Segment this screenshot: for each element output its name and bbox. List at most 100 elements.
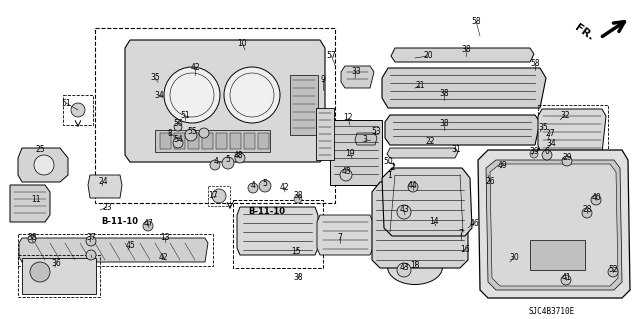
Text: 17: 17 bbox=[208, 191, 218, 201]
Text: 36: 36 bbox=[51, 259, 61, 269]
Text: 43: 43 bbox=[399, 263, 409, 272]
Text: 30: 30 bbox=[509, 253, 519, 262]
Polygon shape bbox=[385, 115, 540, 145]
Circle shape bbox=[248, 183, 258, 193]
Text: 28: 28 bbox=[582, 205, 592, 214]
Circle shape bbox=[86, 250, 96, 260]
Text: 44: 44 bbox=[408, 181, 418, 189]
Circle shape bbox=[294, 195, 302, 203]
Bar bbox=[18, 255, 100, 297]
Circle shape bbox=[608, 267, 618, 277]
Bar bbox=[174, 133, 185, 149]
Text: 50: 50 bbox=[383, 158, 393, 167]
Text: B-11-10: B-11-10 bbox=[248, 207, 285, 217]
Text: 34: 34 bbox=[546, 139, 556, 149]
Text: 5: 5 bbox=[225, 155, 230, 165]
Bar bbox=[22, 258, 96, 294]
Circle shape bbox=[235, 153, 245, 163]
Text: 29: 29 bbox=[562, 153, 572, 162]
Text: 19: 19 bbox=[345, 149, 355, 158]
Text: 26: 26 bbox=[485, 177, 495, 187]
Text: 46: 46 bbox=[469, 219, 479, 227]
Text: 3: 3 bbox=[363, 136, 367, 145]
Text: 16: 16 bbox=[460, 244, 470, 254]
Circle shape bbox=[397, 205, 411, 219]
Text: B-11-10: B-11-10 bbox=[102, 218, 138, 226]
Text: 11: 11 bbox=[31, 195, 41, 204]
Polygon shape bbox=[478, 150, 630, 298]
Circle shape bbox=[408, 182, 418, 192]
Text: 33: 33 bbox=[351, 66, 361, 76]
Circle shape bbox=[212, 189, 226, 203]
Circle shape bbox=[30, 262, 50, 282]
Circle shape bbox=[185, 129, 197, 141]
Text: 51: 51 bbox=[61, 99, 71, 108]
Text: 8: 8 bbox=[168, 130, 172, 138]
Bar bbox=[290, 75, 318, 135]
Bar bbox=[160, 133, 171, 149]
Text: 43: 43 bbox=[341, 167, 351, 176]
Polygon shape bbox=[19, 238, 208, 262]
Polygon shape bbox=[382, 168, 472, 236]
Circle shape bbox=[259, 180, 271, 192]
Polygon shape bbox=[317, 215, 373, 255]
Text: 35: 35 bbox=[150, 73, 160, 83]
Bar bbox=[216, 133, 227, 149]
Text: 42: 42 bbox=[158, 254, 168, 263]
Text: 39: 39 bbox=[529, 146, 539, 155]
Text: 38: 38 bbox=[293, 273, 303, 283]
Polygon shape bbox=[382, 68, 546, 108]
Text: 4: 4 bbox=[214, 158, 218, 167]
Ellipse shape bbox=[387, 249, 442, 285]
Text: 4: 4 bbox=[251, 181, 255, 189]
Text: 15: 15 bbox=[291, 247, 301, 256]
Circle shape bbox=[582, 208, 592, 218]
Text: 49: 49 bbox=[498, 160, 508, 169]
Text: 25: 25 bbox=[35, 145, 45, 153]
Circle shape bbox=[397, 263, 411, 277]
Polygon shape bbox=[88, 175, 122, 198]
Bar bbox=[155, 130, 270, 152]
Text: 42: 42 bbox=[190, 63, 200, 72]
Text: 55: 55 bbox=[187, 128, 197, 137]
Circle shape bbox=[71, 103, 85, 117]
Text: SJC4B3710E: SJC4B3710E bbox=[529, 308, 575, 316]
Text: 57: 57 bbox=[326, 50, 336, 60]
Text: 10: 10 bbox=[237, 39, 247, 48]
Text: 31: 31 bbox=[451, 145, 461, 153]
Text: 6: 6 bbox=[545, 147, 549, 157]
Text: 47: 47 bbox=[143, 219, 153, 227]
Bar bbox=[230, 133, 241, 149]
Bar bbox=[208, 186, 230, 206]
Text: 1: 1 bbox=[388, 170, 392, 180]
Text: 48: 48 bbox=[233, 151, 243, 160]
Text: 12: 12 bbox=[343, 114, 353, 122]
Text: 27: 27 bbox=[545, 129, 555, 137]
Circle shape bbox=[530, 150, 538, 158]
Text: 43: 43 bbox=[399, 205, 409, 214]
Text: 56: 56 bbox=[173, 120, 183, 129]
Text: 37: 37 bbox=[86, 234, 96, 242]
Text: 38: 38 bbox=[439, 120, 449, 129]
Polygon shape bbox=[372, 182, 468, 268]
Text: 42: 42 bbox=[279, 182, 289, 191]
Circle shape bbox=[199, 128, 209, 138]
Text: 22: 22 bbox=[425, 137, 435, 145]
Bar bbox=[538, 105, 608, 157]
Text: 41: 41 bbox=[561, 272, 571, 281]
Circle shape bbox=[28, 235, 36, 243]
Circle shape bbox=[86, 236, 96, 246]
Polygon shape bbox=[237, 207, 318, 255]
Bar bbox=[188, 133, 199, 149]
Text: 13: 13 bbox=[160, 234, 170, 242]
Text: FR.: FR. bbox=[572, 22, 595, 42]
Polygon shape bbox=[391, 48, 534, 62]
Polygon shape bbox=[10, 185, 50, 222]
Bar bbox=[530, 240, 585, 270]
Text: 35: 35 bbox=[538, 122, 548, 131]
Text: 58: 58 bbox=[471, 17, 481, 26]
Text: 24: 24 bbox=[98, 176, 108, 186]
Bar bbox=[233, 200, 323, 268]
Text: 58: 58 bbox=[530, 58, 540, 68]
Text: 20: 20 bbox=[423, 51, 433, 61]
